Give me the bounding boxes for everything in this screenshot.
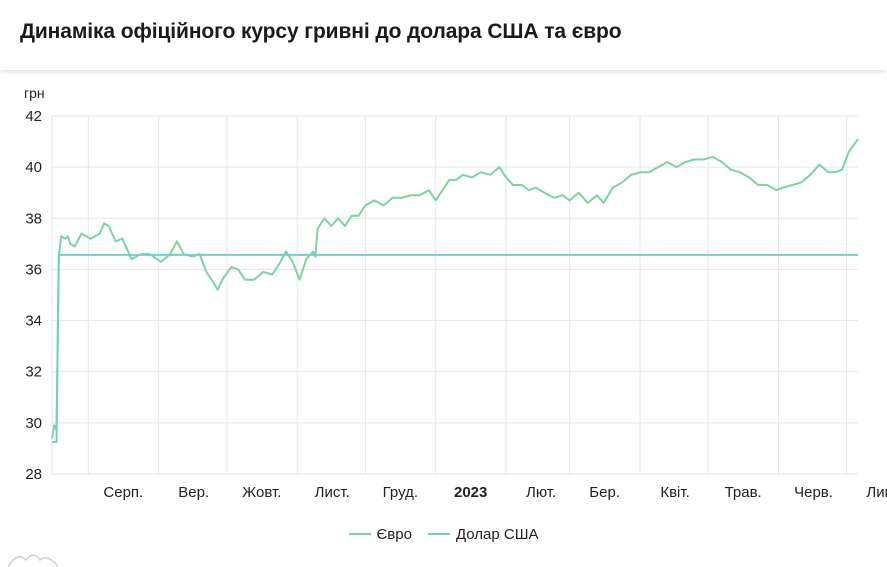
y-tick-label: 38 (25, 210, 42, 227)
series-line-usd (52, 253, 858, 443)
y-tick-label: 42 (25, 108, 42, 125)
legend-item[interactable]: Долар США (427, 525, 539, 543)
y-tick-label: 34 (25, 313, 42, 330)
x-tick-label: Лист. (315, 484, 350, 501)
x-tick-label: Черв. (794, 484, 833, 501)
y-tick-label: 32 (25, 364, 42, 381)
y-axis: 28 30 32 34 36 38 40 42 грн (24, 85, 45, 483)
x-tick-label: Бер. (589, 484, 620, 501)
y-tick-label: 28 (25, 466, 42, 483)
legend-swatch (348, 533, 371, 535)
header-bar: Динаміка офіційного курсу гривні до дола… (0, 0, 887, 70)
legend-label: Євро (376, 525, 412, 543)
x-tick-label: Жовт. (242, 484, 281, 501)
x-tick-label: Груд. (383, 484, 418, 501)
chart-legend: Євро Долар США (0, 522, 887, 543)
x-tick-label: Лют. (526, 484, 556, 501)
x-tick-label: Лип. (866, 484, 887, 501)
page-title: Динаміка офіційного курсу гривні до дола… (20, 20, 622, 43)
line-chart: 28 30 32 34 36 38 40 42 грн Серп. Вер. Жовт. Лист. Г… (24, 85, 887, 501)
x-tick-label: Трав. (725, 484, 762, 501)
x-tick-label: Вер. (178, 484, 209, 501)
x-axis: Серп. Вер. Жовт. Лист. Груд. 2023 Лют. Бер. Квіт… (103, 484, 887, 501)
x-tick-label: Квіт. (660, 484, 689, 501)
legend-label: Долар США (455, 525, 539, 543)
series-line-euro (51, 138, 859, 439)
chart-grid (51, 115, 858, 475)
y-tick-label: 36 (25, 261, 42, 278)
x-tick-label: 2023 (454, 484, 487, 501)
x-tick-label: Серп. (103, 484, 143, 501)
logo-icon (7, 554, 59, 567)
y-axis-label: грн (24, 85, 45, 101)
y-tick-label: 30 (25, 415, 42, 432)
legend-item[interactable]: Євро (348, 525, 412, 543)
y-tick-label: 40 (25, 159, 42, 176)
legend-swatch (427, 533, 450, 535)
series-lines (51, 138, 859, 443)
